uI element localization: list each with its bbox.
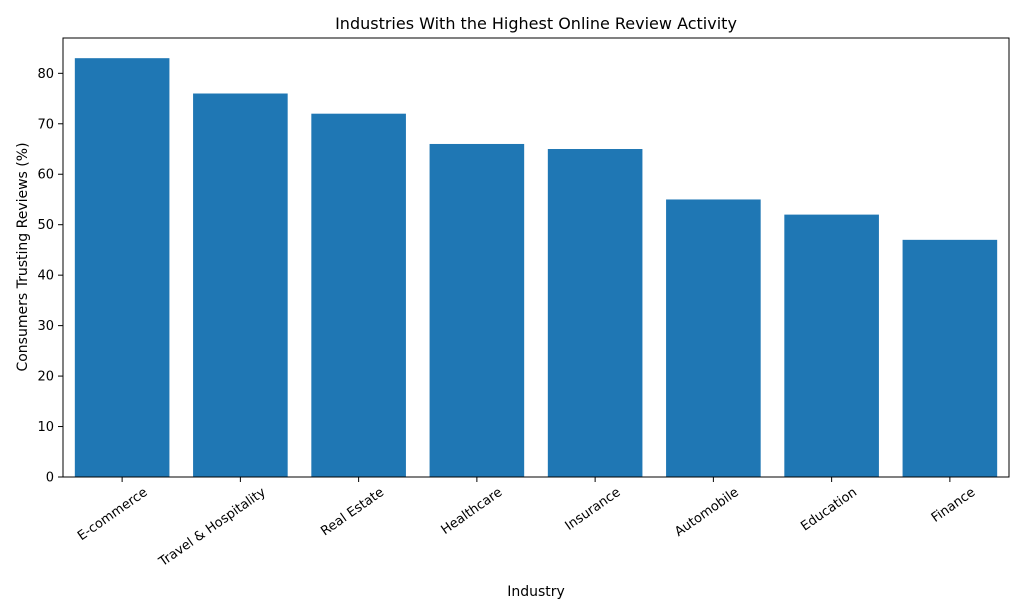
y-tick-label-6: 60 <box>37 168 54 183</box>
x-tick-label-5: Automobile <box>672 485 741 540</box>
y-tick-label-8: 80 <box>37 67 54 82</box>
bar-5 <box>666 199 761 478</box>
bar-7 <box>902 239 998 477</box>
x-tick-label-7: Finance <box>929 485 978 526</box>
bar-3 <box>429 143 525 477</box>
y-tick-label-5: 50 <box>37 218 54 233</box>
bar-0 <box>74 58 170 478</box>
y-tick-label-4: 40 <box>37 269 54 284</box>
chart-title: Industries With the Highest Online Revie… <box>335 14 737 33</box>
y-tick-label-7: 70 <box>37 117 54 132</box>
x-tick-label-0: E-commerce <box>75 485 150 544</box>
x-tick-label-1: Travel & Hospitality <box>156 485 269 571</box>
x-tick-label-4: Insurance <box>563 485 624 534</box>
bar-2 <box>311 113 406 478</box>
x-tick-label-3: Healthcare <box>439 485 506 538</box>
x-tick-label-2: Real Estate <box>318 485 387 539</box>
plot-frame <box>62 37 1010 478</box>
y-tick-label-0: 0 <box>46 471 54 486</box>
x-tick-label-6: Education <box>798 485 860 534</box>
y-tick-label-3: 30 <box>37 319 54 334</box>
y-tick-label-2: 20 <box>37 370 54 385</box>
x-axis-label: Industry <box>507 584 565 600</box>
bar-1 <box>193 93 288 478</box>
bars-group <box>74 58 998 478</box>
y-axis: 0 10 20 30 40 50 60 70 80 <box>37 67 63 486</box>
x-axis: E-commerce Travel & Hospitality Real Estat… <box>75 477 978 570</box>
bar-4 <box>547 149 643 478</box>
y-tick-label-1: 10 <box>37 420 54 435</box>
y-axis-label: Consumers Trusting Reviews (%) <box>15 142 31 371</box>
bar-6 <box>784 214 879 477</box>
